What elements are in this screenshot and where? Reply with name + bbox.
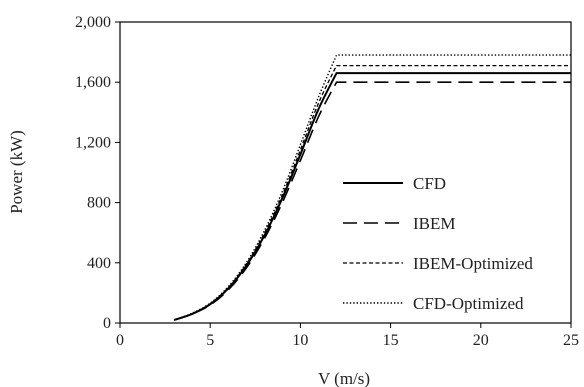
legend-label-ibem: IBEM	[413, 214, 456, 233]
y-tick-label: 800	[87, 195, 111, 212]
x-tick-label: 20	[473, 332, 489, 349]
y-axis-label: Power (kW)	[7, 130, 26, 214]
x-tick-label: 15	[383, 332, 399, 349]
series-line-ibem-optimized	[173, 64, 571, 321]
x-tick-label: 10	[292, 332, 308, 349]
legend-label-cfd-optimized: CFD-Optimized	[413, 294, 524, 313]
plot-frame	[119, 21, 572, 324]
x-tick-label: 0	[116, 332, 124, 349]
series-lines	[173, 54, 571, 321]
ticks: 0 5 10 15 20 25 0 400 800 1,200 1,600 2,000	[75, 14, 579, 349]
x-axis-label: V (m/s)	[318, 369, 370, 387]
y-tick-label: 2,000	[75, 14, 111, 31]
legend-label-ibem-optimized: IBEM-Optimized	[413, 254, 533, 273]
legend-label-cfd: CFD	[413, 174, 446, 193]
legend: CFD IBEM IBEM-Optimized CFD-Optimized	[343, 174, 533, 313]
series-line-ibem	[173, 81, 571, 321]
y-tick-label: 0	[103, 315, 111, 332]
y-tick-label: 1,200	[75, 134, 111, 151]
y-tick-label: 1,600	[75, 74, 111, 91]
series-line-cfd-optimized	[173, 54, 571, 321]
x-tick-label: 5	[206, 332, 214, 349]
y-tick-label: 400	[87, 255, 111, 272]
x-tick-label: 25	[563, 332, 579, 349]
axes	[119, 21, 572, 324]
